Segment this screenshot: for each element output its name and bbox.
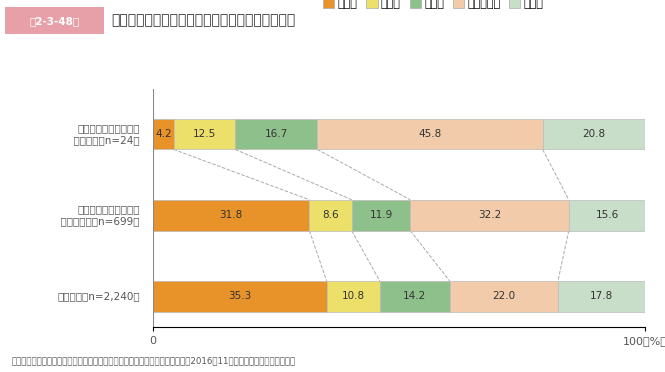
Text: 第2-3-48図: 第2-3-48図 [29,16,80,26]
Bar [569,200,646,231]
Bar [153,281,327,312]
FancyBboxPatch shape [1,6,108,36]
Text: 12.5: 12.5 [193,129,216,139]
Text: 15.6: 15.6 [596,210,619,220]
Bar [153,119,174,150]
Text: 17.8: 17.8 [590,292,613,301]
Text: 45.8: 45.8 [418,129,442,139]
Text: 14.2: 14.2 [403,292,426,301]
Text: 31.8: 31.8 [219,210,243,220]
Text: 20.8: 20.8 [583,129,605,139]
Legend: 製造業, 卸売業, 小売業, サービス業, その他: 製造業, 卸売業, 小売業, サービス業, その他 [319,0,548,14]
Bar [380,281,450,312]
Text: 35.3: 35.3 [228,292,251,301]
Bar [153,200,309,231]
Bar [558,281,646,312]
Bar [450,281,558,312]
Text: 資料：中小企業庁委託「中小企業の成長に向けた事業戦略等に関する調査」（2016年11月、（株）野村総合研究所）: 資料：中小企業庁委託「中小企業の成長に向けた事業戦略等に関する調査」（2016年… [12,356,296,365]
Bar [309,200,352,231]
Text: 業種別に見た、シェアリングエコノミーの認知度: 業種別に見た、シェアリングエコノミーの認知度 [112,13,296,27]
Text: 16.7: 16.7 [265,129,288,139]
Text: 22.0: 22.0 [492,292,515,301]
Text: 4.2: 4.2 [155,129,172,139]
Bar [410,200,569,231]
Text: 11.9: 11.9 [370,210,392,220]
Bar [352,200,410,231]
Text: 10.8: 10.8 [342,292,365,301]
Text: 8.6: 8.6 [323,210,339,220]
Bar [235,119,317,150]
Bar [543,119,645,150]
Bar [174,119,235,150]
Text: 32.2: 32.2 [478,210,501,220]
Bar [327,281,380,312]
Bar [317,119,543,150]
